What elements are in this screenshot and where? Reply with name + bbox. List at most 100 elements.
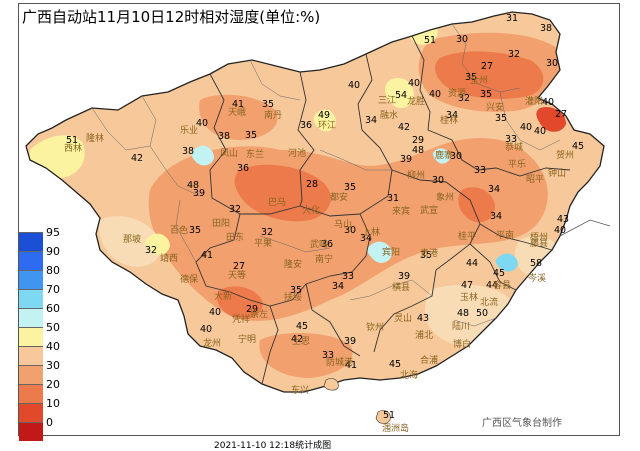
city-label: 扶绥: [284, 291, 302, 303]
station-value: 41: [232, 99, 244, 110]
city-label: 凭祥: [232, 313, 250, 325]
station-value: 30: [450, 151, 462, 162]
station-value: 40: [542, 97, 554, 108]
legend-swatch: [19, 270, 43, 289]
city-label: 藤县: [530, 237, 548, 249]
city-label: 龙胜: [407, 95, 425, 107]
city-label: 隆安: [284, 258, 302, 270]
legend-label: 0: [46, 416, 53, 429]
city-label: 钟山: [548, 167, 566, 179]
city-label: 恭城: [505, 142, 523, 153]
station-value: 34: [446, 110, 458, 121]
station-value: 40: [209, 307, 221, 318]
station-value: 45: [296, 321, 308, 332]
station-value: 48: [412, 145, 424, 156]
legend-label: 50: [46, 321, 60, 334]
station-value: 34: [360, 233, 372, 244]
station-value: 40: [554, 225, 566, 236]
station-value: 51: [66, 135, 78, 146]
station-value: 32: [458, 93, 470, 104]
station-value: 35: [420, 250, 432, 261]
city-label: 岑溪: [528, 272, 546, 284]
city-label: 平乐: [508, 158, 526, 170]
city-label: 陆川: [452, 320, 470, 332]
legend-item: 80: [19, 264, 60, 289]
station-value: 44: [466, 258, 478, 269]
station-value: 40: [520, 122, 532, 133]
station-value: 39: [398, 271, 410, 282]
legend-item: 20: [19, 378, 60, 403]
station-value: 34: [365, 115, 377, 126]
station-value: 49: [318, 110, 330, 121]
station-value: 33: [474, 165, 486, 176]
station-value: 38: [218, 131, 230, 142]
city-label: 灌阳: [525, 95, 543, 107]
station-value: 45: [572, 141, 584, 152]
station-value: 34: [488, 184, 500, 195]
city-label: 西林: [64, 142, 82, 154]
station-value: 45: [493, 268, 505, 279]
legend-swatch: [19, 289, 43, 308]
city-label: 田阳: [212, 218, 230, 229]
legend-label: 80: [46, 264, 60, 277]
station-value: 30: [546, 58, 558, 69]
station-value: 36: [237, 163, 249, 174]
city-label: 全州: [470, 74, 488, 86]
legend-item: 90: [19, 245, 60, 270]
station-value: 39: [400, 154, 412, 165]
city-label: 上林: [362, 226, 380, 238]
station-value: 35: [495, 113, 507, 124]
city-label: 南宁: [315, 253, 333, 265]
city-label: 鹿寨: [435, 149, 453, 161]
city-label: 那坡: [123, 233, 141, 245]
city-label: 崇左: [250, 308, 268, 320]
station-value: 35: [262, 99, 274, 110]
legend-item: 40: [19, 340, 60, 365]
footer-timestamp: 2021-11-10 12:18统计成图: [214, 441, 332, 451]
legend-swatch: [19, 365, 43, 384]
station-value: 31: [387, 193, 399, 204]
station-value: 39: [193, 188, 205, 199]
station-value: 36: [300, 120, 312, 131]
city-label: 大化: [302, 204, 320, 216]
station-value: 33: [342, 271, 354, 282]
city-label: 南丹: [264, 109, 282, 121]
city-label: 武宣: [420, 204, 438, 216]
city-label: 环江: [318, 120, 336, 131]
station-value: 29: [412, 135, 424, 146]
map-title: 广西自动站11月10日12时相对湿度(单位:%): [22, 8, 321, 26]
city-label: 灵山: [394, 313, 412, 324]
city-label: 东兴: [291, 384, 309, 396]
city-label: 柳州: [407, 169, 425, 181]
station-value: 32: [508, 49, 520, 60]
station-value: 34: [332, 281, 344, 292]
station-value: 31: [506, 13, 518, 24]
city-label: 桂平: [458, 230, 476, 242]
legend-item: 70: [19, 283, 60, 308]
station-value: 27: [233, 261, 245, 272]
legend-label: 60: [46, 302, 60, 315]
station-value: 29: [246, 304, 258, 315]
color-legend: 95 90 80 70 60 50 40 30 20 10 0: [19, 226, 60, 441]
station-value: 36: [321, 239, 333, 250]
station-value: 40: [196, 118, 208, 129]
city-label: 平果: [254, 238, 272, 249]
city-label: 横县: [392, 281, 410, 293]
station-value: 42: [131, 153, 143, 164]
legend-swatch: [19, 403, 43, 422]
station-value: 48: [187, 180, 199, 191]
station-value: 35: [465, 72, 477, 83]
station-value: 32: [261, 227, 273, 238]
city-label: 德保: [180, 273, 198, 285]
station-value: 47: [461, 280, 473, 291]
station-value: 39: [344, 336, 356, 347]
legend-item: 60: [19, 302, 60, 327]
station-value: 35: [344, 182, 356, 193]
legend-swatch: [19, 346, 43, 365]
station-value: 33: [322, 350, 334, 361]
station-value: 43: [557, 214, 569, 225]
station-value: 41: [345, 360, 357, 371]
city-label: 凤山: [220, 148, 238, 159]
station-value: 35: [245, 130, 257, 141]
legend-item: 10: [19, 397, 60, 422]
